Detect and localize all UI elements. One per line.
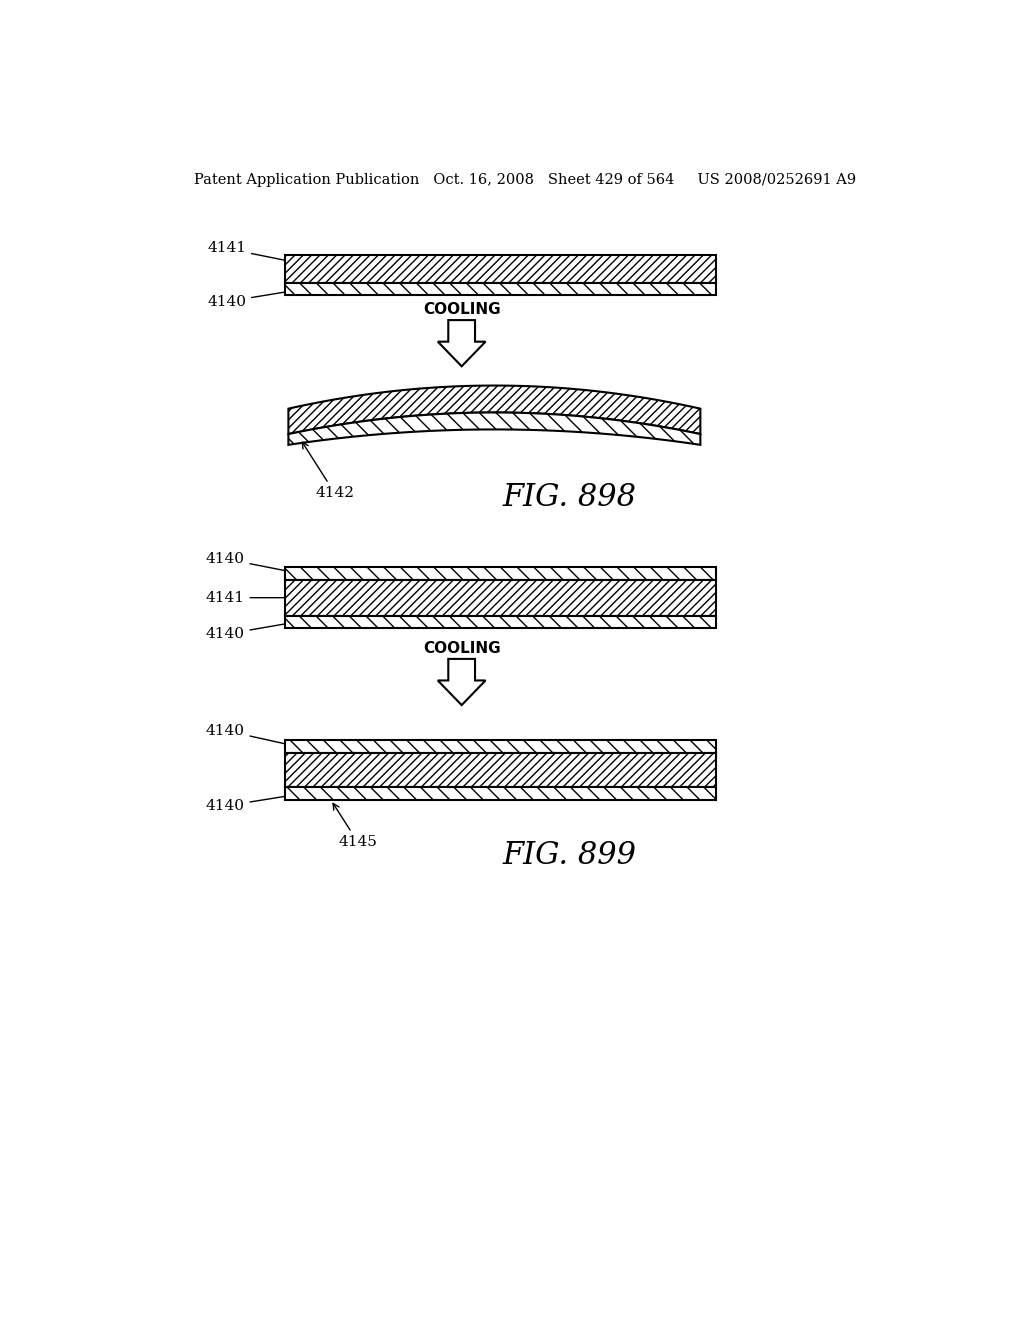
Text: 4140: 4140 (206, 624, 285, 642)
Text: 4140: 4140 (206, 723, 285, 743)
Polygon shape (285, 788, 716, 800)
Text: 4145: 4145 (333, 804, 377, 849)
Text: 4140: 4140 (207, 292, 285, 309)
Text: Patent Application Publication   Oct. 16, 2008   Sheet 429 of 564     US 2008/02: Patent Application Publication Oct. 16, … (194, 173, 856, 187)
Polygon shape (285, 579, 716, 615)
Polygon shape (285, 566, 716, 579)
Text: FIG. 899: FIG. 899 (503, 840, 637, 871)
Polygon shape (285, 284, 716, 296)
Polygon shape (438, 659, 485, 705)
Polygon shape (285, 615, 716, 628)
Polygon shape (285, 255, 716, 284)
Text: COOLING: COOLING (423, 302, 501, 317)
Text: COOLING: COOLING (423, 640, 501, 656)
Text: 4142: 4142 (302, 442, 354, 500)
Text: 4141: 4141 (207, 242, 285, 260)
Text: FIG. 898: FIG. 898 (503, 482, 637, 512)
Text: 4140: 4140 (206, 552, 285, 570)
Polygon shape (289, 413, 700, 445)
Text: 4141: 4141 (206, 590, 285, 605)
Polygon shape (438, 321, 485, 367)
Polygon shape (289, 385, 700, 434)
Polygon shape (285, 739, 716, 752)
Polygon shape (285, 752, 716, 788)
Text: 4140: 4140 (206, 796, 285, 813)
